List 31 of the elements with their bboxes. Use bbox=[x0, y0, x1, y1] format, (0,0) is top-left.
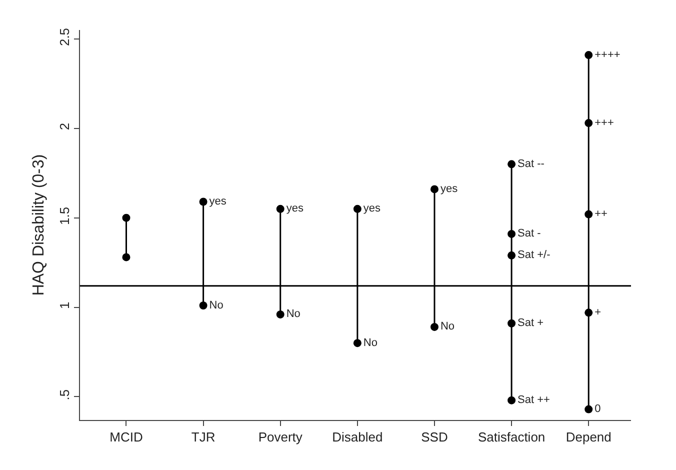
y-tick-label: 1 bbox=[56, 302, 72, 309]
x-tick-label: SSD bbox=[421, 430, 448, 445]
data-label: yes bbox=[286, 202, 304, 215]
x-tick-label: Disabled bbox=[332, 430, 383, 445]
y-tick-label: .5 bbox=[56, 389, 72, 400]
y-tick-label: 2 bbox=[56, 122, 72, 130]
data-label: ++++ bbox=[594, 48, 620, 61]
data-label: 0 bbox=[594, 403, 601, 416]
data-label: yes bbox=[440, 182, 458, 195]
x-tick-label: Depend bbox=[566, 430, 612, 445]
x-tick-label: Satisfaction bbox=[478, 430, 546, 445]
x-tick-label: Poverty bbox=[258, 430, 303, 445]
data-label: +++ bbox=[594, 116, 614, 129]
data-label: No bbox=[286, 308, 300, 320]
data-label: No bbox=[440, 320, 455, 333]
y-tick-label: 1.5 bbox=[56, 206, 72, 225]
data-label: + bbox=[594, 306, 602, 318]
data-label: No bbox=[209, 299, 224, 312]
y-axis-title: HAQ Disability (0-3) bbox=[30, 154, 48, 296]
data-label: Sat +/- bbox=[518, 249, 551, 262]
data-label: yes bbox=[363, 202, 382, 215]
data-label: yes bbox=[209, 195, 227, 208]
data-label: Sat + bbox=[518, 317, 544, 330]
data-label: No bbox=[363, 336, 378, 349]
x-tick-label: MCID bbox=[110, 430, 143, 445]
y-tick-label: 2.5 bbox=[56, 28, 72, 46]
data-label: Sat ++ bbox=[518, 394, 550, 406]
data-label: Sat - bbox=[518, 228, 542, 240]
x-tick-label: TJR bbox=[191, 430, 216, 445]
data-label: ++ bbox=[594, 208, 608, 220]
data-label: Sat -- bbox=[518, 158, 545, 170]
